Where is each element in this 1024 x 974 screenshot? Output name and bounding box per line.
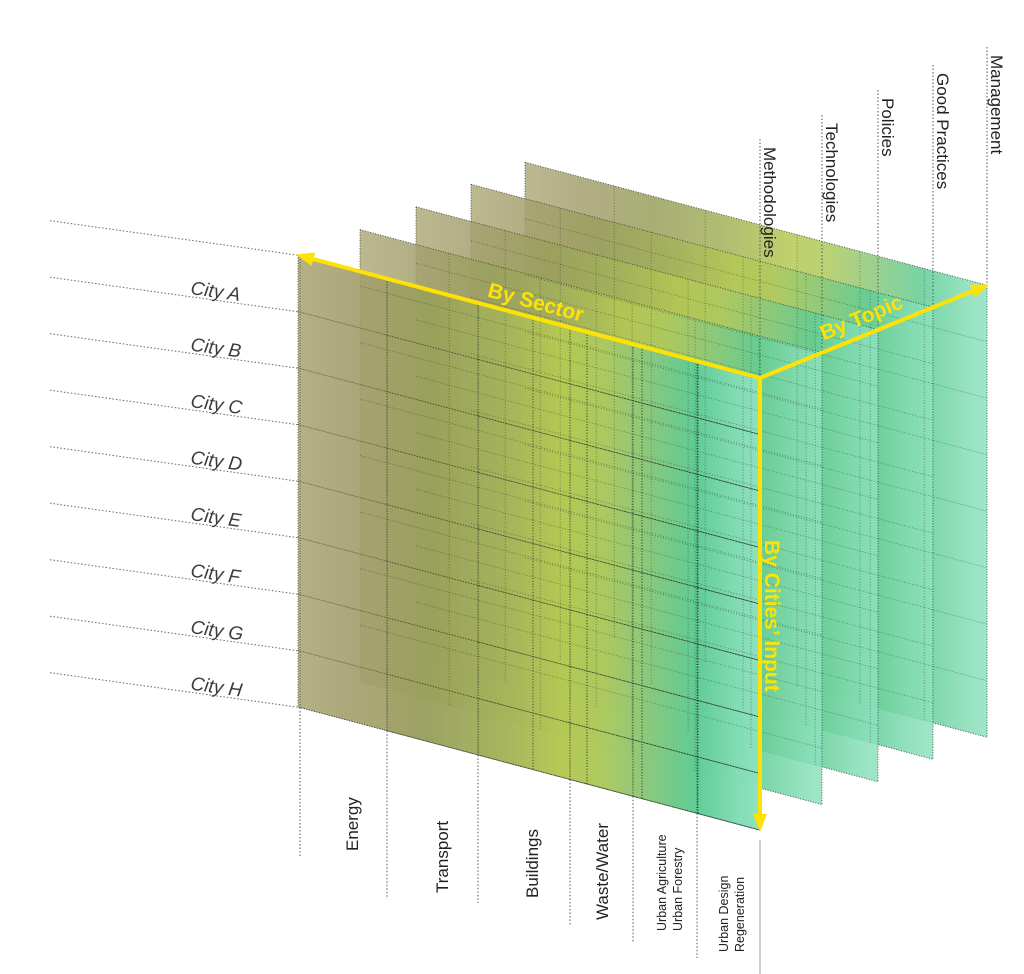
grid-row-line (524, 274, 988, 399)
topic-label: Methodologies (760, 147, 779, 258)
sector-label: Urban Design (717, 876, 731, 952)
grid-row-line (359, 624, 823, 749)
sector-label: Urban Agriculture (655, 834, 669, 931)
grid-row-line (524, 387, 988, 512)
planes-layer (297, 161, 988, 831)
leader-line-city (49, 276, 301, 313)
city-label: City B (189, 335, 242, 363)
grid-row-line (470, 296, 934, 421)
leader-line-city (49, 502, 301, 539)
grid-row-line (359, 398, 823, 523)
leader-line-city (49, 333, 301, 369)
axis-line-sector (312, 257, 761, 380)
grid-row-line (359, 342, 823, 466)
sector-label: Urban Forestry (671, 847, 685, 931)
grid-row-line (569, 666, 761, 718)
cities-axis-arrowhead (753, 814, 767, 832)
grid-row-line (569, 383, 761, 435)
grid-row-line (632, 456, 761, 492)
sector-label: Transport (433, 821, 452, 893)
grid-row-line (359, 455, 823, 579)
grid-row-line (524, 218, 988, 343)
grid-lines-layer (297, 185, 988, 814)
city-label: City C (189, 391, 243, 419)
grid-row-line (415, 545, 879, 670)
grid-row-line (415, 601, 879, 726)
leader-line-city (49, 672, 301, 708)
topic-label: Policies (878, 98, 897, 157)
grid-row-line (415, 488, 879, 613)
grid-row-line (470, 240, 934, 365)
grid-row-line (470, 466, 934, 591)
sector-label: Energy (343, 797, 362, 851)
leader-line-city (49, 446, 301, 482)
grid-row-line (524, 557, 988, 682)
leader-line-city (49, 559, 301, 595)
city-label: City D (189, 448, 243, 476)
topic-axis-arrowhead (969, 284, 989, 298)
topic-label: Management (987, 55, 1006, 155)
topic-label: Technologies (822, 123, 841, 222)
leader-line-city (49, 220, 301, 256)
grid-row-line (415, 262, 879, 387)
grid-row-line (569, 496, 761, 548)
leader-line-city (49, 615, 301, 652)
grid-row-line (569, 609, 761, 661)
sector-label: Buildings (523, 829, 542, 898)
grid-row-line (569, 722, 761, 774)
leader-line-city (49, 389, 301, 426)
city-label: City G (189, 617, 244, 645)
grid-row-line (632, 739, 761, 774)
city-label: City A (189, 278, 241, 306)
grid-row-line (297, 650, 761, 774)
grid-row-line (297, 537, 761, 661)
grid-row-line (359, 568, 823, 692)
grid-row-line (524, 331, 988, 456)
grid-row-line (359, 285, 823, 410)
grid-row-line (632, 513, 761, 548)
grid-row-line (569, 553, 761, 605)
grid-row-line (415, 319, 879, 444)
grid-row-line (297, 424, 761, 548)
city-label: City F (189, 561, 242, 589)
grid-row-line (297, 480, 761, 605)
sector-label: Waste/Water (593, 823, 612, 920)
grid-row-line (632, 682, 761, 718)
grid-row-line (297, 593, 761, 718)
grid-row-line (524, 444, 988, 569)
grid-row-line (415, 432, 879, 557)
axis-line-topic (759, 289, 974, 380)
sector-axis-arrowhead (296, 252, 316, 266)
grid-row-line (359, 511, 823, 636)
sector-label: Regeneration (733, 877, 747, 952)
leader-lines-layer (49, 47, 988, 974)
grid-row-line (297, 311, 761, 435)
grid-row-line (470, 409, 934, 534)
grid-row-line (569, 440, 761, 492)
grid-row-line (632, 569, 761, 605)
grid-row-line (470, 522, 934, 647)
grid-row-line (632, 626, 761, 661)
grid-row-line (470, 353, 934, 478)
grid-row-line (524, 500, 988, 625)
topic-label: Good Practices (933, 73, 952, 189)
grid-row-line (297, 367, 761, 492)
grid-row-line (632, 400, 761, 435)
grid-row-line (415, 375, 879, 500)
grid-row-line (470, 579, 934, 704)
axis-label-cities: By Cities’ Input (760, 540, 783, 692)
city-label: City E (189, 504, 242, 532)
city-label: City H (189, 674, 243, 702)
